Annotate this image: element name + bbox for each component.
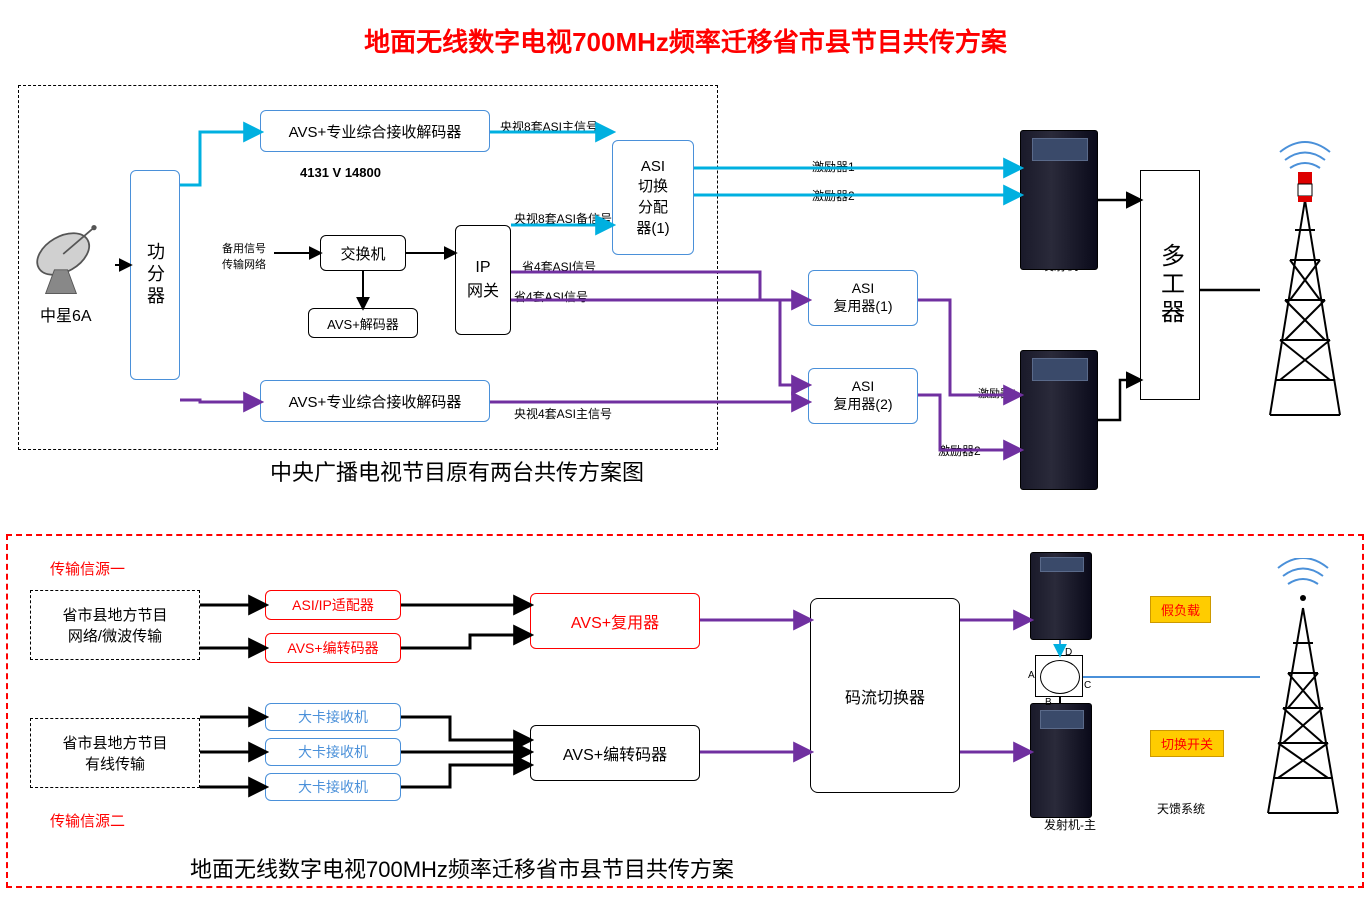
- combiner-b: B: [1045, 697, 1052, 708]
- transmitter-rack-2: [1020, 350, 1098, 490]
- avs-decoder-bottom: AVS+专业综合接收解码器: [260, 380, 490, 422]
- dish-label: 中星6A: [40, 302, 92, 326]
- ip-gateway: IP 网关: [455, 225, 511, 335]
- power-splitter: 功分器: [130, 170, 180, 380]
- transmitter-rack-main: [1030, 703, 1092, 818]
- upper-caption: 中央广播电视节目原有两台共传方案图: [270, 455, 644, 487]
- asi-switch-alloc: ASI 切换 分配 器(1): [612, 140, 694, 255]
- network-switch: 交换机: [320, 235, 406, 271]
- transmitter-rack-backup: [1030, 552, 1092, 640]
- antenna-tower-1: [1250, 140, 1360, 420]
- card-receiver-3: 大卡接收机: [265, 773, 401, 801]
- combiner-d: D: [1065, 647, 1072, 658]
- antenna-sys-label: 天馈系统: [1157, 800, 1205, 817]
- exciter2-label: 激励器2: [812, 187, 855, 204]
- avs-encoder-black: AVS+编转码器: [530, 725, 700, 781]
- source2-box: 省市县地方节目 有线传输: [30, 718, 200, 788]
- cctv8-bak-label: 央视8套ASI备信号: [514, 210, 612, 227]
- prov4-label-2: 省4套ASI信号: [514, 288, 588, 305]
- avs-top-freq: 4131 V 14800: [300, 165, 381, 180]
- source1-label: 传输信源一: [50, 558, 125, 579]
- fake-load-tag: 假负载: [1150, 596, 1211, 623]
- switch-tag: 切换开关: [1150, 730, 1224, 757]
- avs-encoder-red: AVS+编转码器: [265, 633, 401, 663]
- cctv8-main-label: 央视8套ASI主信号: [500, 118, 598, 135]
- antenna-tower-2: [1248, 558, 1358, 818]
- combiner-switch-icon: [1035, 655, 1083, 697]
- avs-decoder-top: AVS+专业综合接收解码器: [260, 110, 490, 152]
- satellite-dish-icon: [28, 210, 116, 298]
- exciter1b-label: 激励器1: [978, 385, 1017, 401]
- source2-label: 传输信源二: [50, 810, 125, 831]
- cctv4-main-label: 央视4套ASI主信号: [514, 405, 612, 422]
- asi-mux-2: ASI 复用器(2): [808, 368, 918, 424]
- card-receiver-1: 大卡接收机: [265, 703, 401, 731]
- card-receiver-2: 大卡接收机: [265, 738, 401, 766]
- avs-decoder-small: AVS+解码器: [308, 308, 418, 338]
- asi-ip-adapter: ASI/IP适配器: [265, 590, 401, 620]
- avs-mux-red: AVS+复用器: [530, 593, 700, 649]
- lower-caption: 地面无线数字电视700MHz频率迁移省市县节目共传方案: [190, 852, 734, 884]
- combiner-a: A: [1028, 670, 1035, 681]
- exciter2b-label: 激励器2: [938, 442, 981, 459]
- transmitter-rack-1: [1020, 130, 1098, 270]
- tx-main-label: 发射机-主: [1044, 816, 1096, 833]
- stream-switch: 码流切换器: [810, 598, 960, 793]
- asi-mux-1: ASI 复用器(1): [808, 270, 918, 326]
- prov4-label-1: 省4套ASI信号: [522, 258, 596, 275]
- lower-frame: [6, 534, 1364, 888]
- main-title: 地面无线数字电视700MHz频率迁移省市县节目共传方案: [0, 22, 1371, 59]
- combiner-c: C: [1084, 680, 1091, 691]
- source1-box: 省市县地方节目 网络/微波传输: [30, 590, 200, 660]
- multiplexer: 多工器: [1140, 170, 1200, 400]
- backup-net-label: 备用信号传输网络: [222, 240, 272, 272]
- exciter1-label: 激励器1: [812, 158, 855, 175]
